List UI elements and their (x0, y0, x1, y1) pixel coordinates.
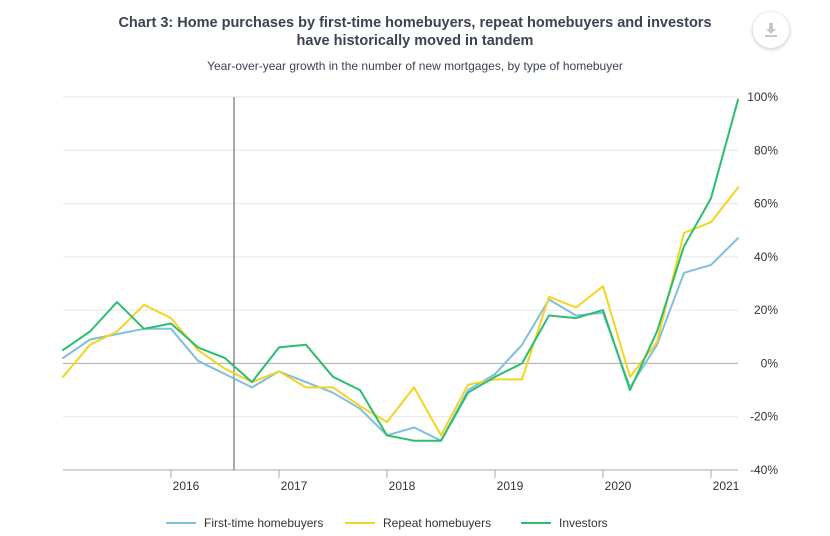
y-tick-label: -40% (750, 463, 778, 477)
x-tick-label: 2019 (497, 479, 524, 493)
chart-title: Chart 3: Home purchases by first-time ho… (0, 14, 830, 50)
y-tick-label: 100% (747, 90, 778, 104)
y-axis-labels: 100% 80% 60% 40% 20% 0% -20% -40% (747, 90, 778, 477)
y-tick-label: 20% (754, 303, 778, 317)
y-tick-label: 40% (754, 250, 778, 264)
x-tick-label: 2021 (713, 479, 740, 493)
y-tick-label: -20% (750, 410, 778, 424)
series-line-repeat[interactable] (62, 186, 739, 437)
legend-label-first-time: First-time homebuyers (204, 516, 324, 530)
x-tick-label: 2020 (605, 479, 632, 493)
legend-item-investors[interactable]: Investors (521, 514, 608, 532)
x-tick-label: 2017 (281, 479, 308, 493)
chart-legend: First-time homebuyers Repeat homebuyers … (0, 514, 830, 532)
legend-item-repeat[interactable]: Repeat homebuyers (345, 514, 491, 532)
x-tick-label: 2018 (389, 479, 416, 493)
legend-label-investors: Investors (559, 516, 608, 530)
legend-swatch-repeat (345, 522, 375, 524)
legend-swatch-first-time (166, 522, 196, 524)
download-icon (765, 23, 777, 37)
y-tick-label: 0% (761, 356, 779, 370)
chart-title-line-2: have historically moved in tandem (296, 33, 534, 49)
download-button[interactable] (753, 12, 789, 48)
chart-title-line-1: Chart 3: Home purchases by first-time ho… (118, 15, 712, 31)
series-line-investors[interactable] (62, 98, 739, 442)
series-layer (62, 98, 739, 442)
y-tick-label: 80% (754, 143, 778, 157)
series-line-first-time[interactable] (62, 237, 739, 442)
y-tick-label: 60% (754, 197, 778, 211)
legend-label-repeat: Repeat homebuyers (383, 516, 492, 530)
chart-subtitle: Year-over-year growth in the number of n… (207, 59, 623, 73)
grid-layer (63, 96, 738, 478)
legend-swatch-investors (521, 522, 551, 524)
x-tick-label: 2016 (173, 479, 200, 493)
x-axis-labels: 2016 2017 2018 2019 2020 2021 (173, 479, 740, 493)
legend-item-first-time[interactable]: First-time homebuyers (166, 514, 323, 532)
